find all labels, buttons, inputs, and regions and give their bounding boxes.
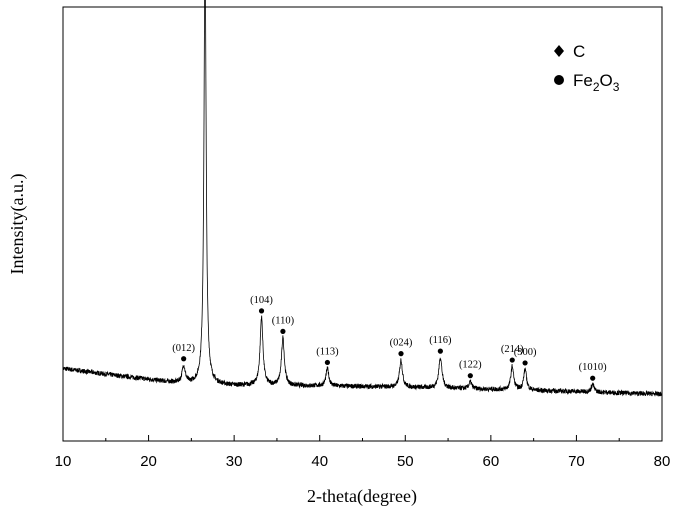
legend-label: Fe2O3 [573, 71, 620, 94]
legend-label: C [573, 42, 585, 61]
legend-marker-diamond [554, 45, 564, 57]
peak-marker-circle [280, 329, 285, 334]
legend-marker-circle [554, 75, 564, 85]
x-ticks [63, 435, 662, 441]
peak-label: (116) [429, 335, 452, 346]
peak-marker-circle [590, 376, 595, 381]
peak-labels: (012)(006)(104)(110)(113)(024)(116)(122)… [172, 0, 607, 373]
peak-label: (104) [250, 295, 273, 306]
x-tick-label: 10 [55, 453, 72, 470]
peak-marker-circle [325, 360, 330, 365]
x-tick-labels: 10 20 30 40 50 60 70 80 [55, 453, 671, 470]
peak-marker-circle [522, 360, 527, 365]
x-tick-label: 30 [226, 453, 243, 470]
x-tick-label: 20 [140, 453, 157, 470]
y-axis-title: Intensity(a.u.) [7, 174, 28, 275]
x-tick-label: 70 [568, 453, 585, 470]
peak-marker-circle [181, 356, 186, 361]
peak-marker-circle [468, 373, 473, 378]
x-tick-label: 50 [397, 453, 414, 470]
peak-label: (110) [272, 315, 295, 326]
peak-label: (012) [172, 343, 195, 354]
peak-label: (122) [459, 360, 482, 371]
peak-label: (113) [316, 346, 339, 357]
legend: C Fe2O3 [554, 42, 620, 94]
legend-label-subscript: 3 [613, 80, 620, 94]
x-tick-label: 80 [654, 453, 671, 470]
peak-marker-circle [510, 357, 515, 362]
legend-label-part: C [573, 42, 585, 61]
peak-marker-circle [398, 351, 403, 356]
peak-label: (1010) [579, 362, 607, 373]
legend-label-part: O [600, 71, 613, 90]
peak-marker-circle [259, 308, 264, 313]
peak-marker-circle [438, 349, 443, 354]
peak-markers [181, 0, 595, 381]
x-tick-label: 60 [483, 453, 500, 470]
x-tick-label: 40 [311, 453, 328, 470]
legend-label-part: Fe [573, 71, 593, 90]
peak-label: (024) [390, 338, 413, 349]
x-axis-title: 2-theta(degree) [307, 486, 417, 507]
peak-label: (300) [514, 347, 537, 358]
